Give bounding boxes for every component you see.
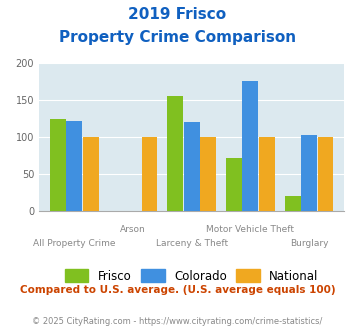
Text: Burglary: Burglary — [290, 239, 328, 248]
Bar — [50, 119, 66, 211]
Bar — [200, 137, 216, 211]
Bar — [142, 137, 157, 211]
Text: © 2025 CityRating.com - https://www.cityrating.com/crime-statistics/: © 2025 CityRating.com - https://www.city… — [32, 317, 323, 326]
Bar — [226, 158, 242, 211]
Bar — [285, 196, 301, 211]
Bar — [167, 96, 183, 211]
Text: Arson: Arson — [120, 225, 146, 234]
Legend: Frisco, Colorado, National: Frisco, Colorado, National — [60, 265, 323, 287]
Text: Property Crime Comparison: Property Crime Comparison — [59, 30, 296, 45]
Text: All Property Crime: All Property Crime — [33, 239, 115, 248]
Text: 2019 Frisco: 2019 Frisco — [129, 7, 226, 21]
Bar — [301, 135, 317, 211]
Bar — [83, 137, 99, 211]
Bar — [66, 121, 82, 211]
Text: Compared to U.S. average. (U.S. average equals 100): Compared to U.S. average. (U.S. average … — [20, 285, 335, 295]
Bar — [259, 137, 275, 211]
Bar — [184, 122, 200, 211]
Bar — [242, 81, 258, 211]
Text: Larceny & Theft: Larceny & Theft — [155, 239, 228, 248]
Text: Motor Vehicle Theft: Motor Vehicle Theft — [206, 225, 294, 234]
Bar — [318, 137, 333, 211]
